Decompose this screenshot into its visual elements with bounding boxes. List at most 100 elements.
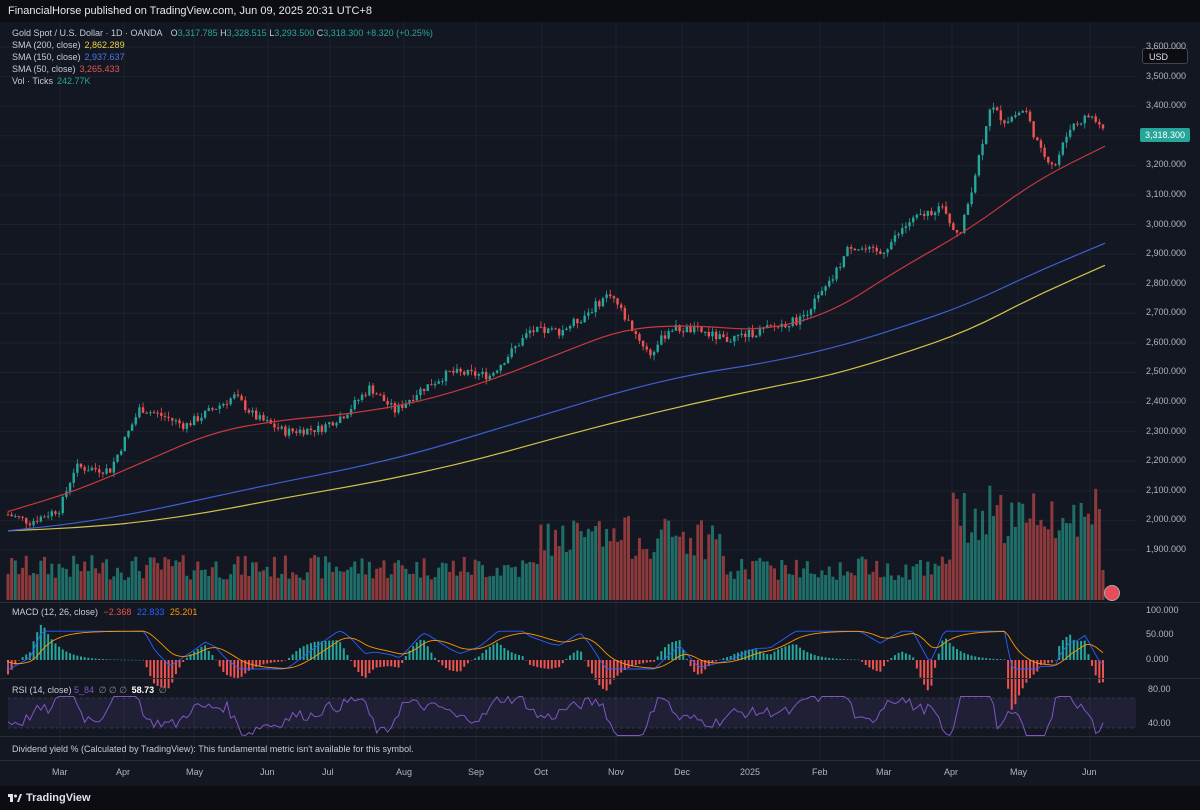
volume-bar xyxy=(856,558,860,600)
volume-bar xyxy=(148,557,152,600)
candle-body xyxy=(992,107,995,110)
macd-hist-bar xyxy=(452,660,455,671)
sma50-legend[interactable]: SMA (50, close) 3,265.433 xyxy=(12,64,120,74)
volume-bar xyxy=(35,574,39,600)
macd-hist-bar xyxy=(233,660,236,678)
macd-hist-bar xyxy=(258,660,261,666)
volume-legend[interactable]: Vol · Ticks 242.77K xyxy=(12,76,91,86)
candle-body xyxy=(627,319,630,321)
candle-body xyxy=(539,326,543,328)
volume-bar xyxy=(517,576,521,600)
volume-bar xyxy=(64,569,68,600)
macd-hist-bar xyxy=(569,655,572,660)
macd-hist-bar xyxy=(649,660,652,663)
candle-body xyxy=(1058,154,1061,165)
macd-hist-bar xyxy=(667,644,670,660)
pane-divider[interactable] xyxy=(0,678,1200,679)
volume-bar xyxy=(375,568,379,600)
candle-body xyxy=(660,335,663,345)
sma-line xyxy=(7,145,1106,513)
macd-hist-bar xyxy=(346,654,349,660)
chart-area[interactable]: Gold Spot / U.S. Dollar · 1D · OANDA O3,… xyxy=(0,22,1200,786)
volume-bar xyxy=(43,556,46,600)
volume-bar xyxy=(199,570,203,600)
volume-bar xyxy=(1021,503,1025,600)
sma150-legend[interactable]: SMA (150, close) 2,937.637 xyxy=(12,52,125,62)
volume-bar xyxy=(86,571,90,600)
candle-body xyxy=(291,428,294,432)
macd-hist-bar xyxy=(196,648,199,660)
candle-body xyxy=(1065,136,1068,143)
price-chart[interactable] xyxy=(0,22,1200,786)
volume-bar xyxy=(335,566,338,600)
candle-body xyxy=(203,410,207,418)
candle-body xyxy=(798,316,802,325)
candle-body xyxy=(879,251,882,254)
macd-legend[interactable]: MACD (12, 26, close) −2.368 22.833 25.20… xyxy=(12,607,197,617)
macd-hist-bar xyxy=(288,657,291,660)
macd-hist-bar xyxy=(1010,660,1013,710)
low-label: L xyxy=(269,28,275,38)
candle-body xyxy=(251,410,254,413)
macd-hist-bar xyxy=(204,645,207,660)
candle-body xyxy=(718,334,721,340)
macd-axis-0: 0.000 xyxy=(1146,654,1169,664)
macd-hist-bar xyxy=(218,660,221,667)
candle-body xyxy=(678,325,681,332)
volume-bar xyxy=(448,571,452,600)
candle-body xyxy=(981,143,984,156)
candle-body xyxy=(528,330,532,334)
macd-hist-bar xyxy=(861,660,864,662)
volume-bar xyxy=(564,551,568,600)
volume-bar xyxy=(422,558,426,600)
macd-hist-bar xyxy=(1102,660,1104,683)
volume-bar xyxy=(667,520,671,600)
macd-hist-bar xyxy=(372,660,374,670)
volume-bar xyxy=(824,575,828,600)
volume-bar xyxy=(1035,525,1039,600)
macd-hist-bar xyxy=(740,651,743,660)
candle-body xyxy=(620,304,623,308)
macd-hist-bar xyxy=(353,660,356,668)
volume-bar xyxy=(185,575,189,600)
candle-body xyxy=(517,345,521,347)
macd-hist-bar xyxy=(503,647,506,660)
candle-body xyxy=(54,511,57,514)
macd-label: MACD (12, 26, close) xyxy=(12,607,99,617)
currency-button[interactable]: USD xyxy=(1142,48,1188,64)
macd-hist-bar xyxy=(309,643,312,660)
candle-body xyxy=(853,248,856,251)
time-axis-label: Nov xyxy=(608,767,625,777)
price-axis-label: 2,300.000 xyxy=(1146,425,1187,436)
volume-bar xyxy=(137,571,141,600)
volume-bar xyxy=(623,517,627,600)
candle-body xyxy=(346,414,349,419)
volume-bar xyxy=(1039,519,1043,600)
volume-bar xyxy=(189,579,192,600)
volume-bar xyxy=(995,505,999,600)
pane-divider[interactable] xyxy=(0,602,1200,603)
macd-hist-bar xyxy=(612,660,615,680)
candle-body xyxy=(645,346,648,350)
candle-body xyxy=(433,383,437,386)
pane-divider[interactable] xyxy=(0,736,1200,737)
time-axis-label: Jun xyxy=(260,767,275,777)
volume-bar xyxy=(225,579,229,600)
candlesticks xyxy=(6,102,1105,531)
time-axis-label: Jun xyxy=(1082,767,1097,777)
candle-body xyxy=(977,155,981,176)
price-axis-label: 3,600.000 xyxy=(1146,41,1187,51)
volume-bar xyxy=(6,573,10,600)
rsi-legend[interactable]: RSI (14, close) 5_84 ∅ ∅ ∅ 58.73 ∅ xyxy=(12,685,167,696)
macd-hist-bar xyxy=(54,643,57,660)
sma200-legend[interactable]: SMA (200, close) 2,862.289 xyxy=(12,40,125,50)
macd-hist-bar xyxy=(1007,660,1010,689)
volume-bar xyxy=(302,579,306,600)
candle-body xyxy=(634,331,637,334)
us-flag-icon[interactable] xyxy=(1104,585,1120,601)
volume-bar xyxy=(415,561,419,600)
volume-bar xyxy=(951,492,955,600)
macd-hist-bar xyxy=(795,644,798,660)
volume-bar xyxy=(269,576,273,600)
candle-body xyxy=(813,298,816,310)
